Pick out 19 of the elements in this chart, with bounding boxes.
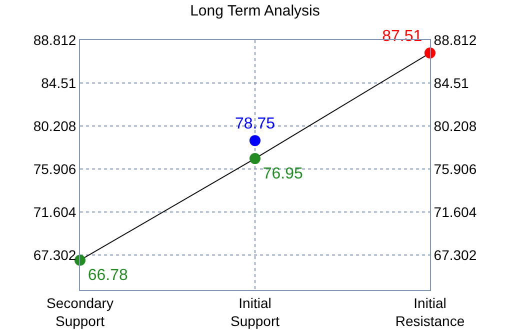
data-label: 66.78 — [88, 267, 128, 284]
data-label: 78.75 — [234, 116, 276, 133]
y-tick-label: 67.302 — [33, 246, 76, 263]
y2-tick-label: 88.812 — [434, 32, 477, 48]
x-tick-label: Initial Resistance — [395, 294, 465, 329]
x-tick-label: Initial Support — [230, 294, 280, 329]
x-tick-label: Secondary Support — [46, 294, 114, 329]
y2-tick-label: 67.302 — [434, 246, 477, 263]
y2-tick-label: 75.906 — [434, 160, 477, 177]
data-label: 76.95 — [262, 165, 304, 182]
y2-tick-label: 80.208 — [434, 118, 477, 134]
y-tick-label: 75.906 — [33, 160, 76, 177]
y-tick-label: 84.51 — [41, 74, 76, 91]
y-tick-label: 71.604 — [33, 204, 76, 220]
y2-tick-label: 84.51 — [434, 74, 470, 91]
y-tick-label: 80.208 — [33, 118, 76, 134]
y2-tick-label: 71.604 — [434, 204, 477, 220]
y-tick-label: 88.812 — [33, 32, 76, 48]
chart-title: Long Term Analysis — [190, 2, 320, 20]
